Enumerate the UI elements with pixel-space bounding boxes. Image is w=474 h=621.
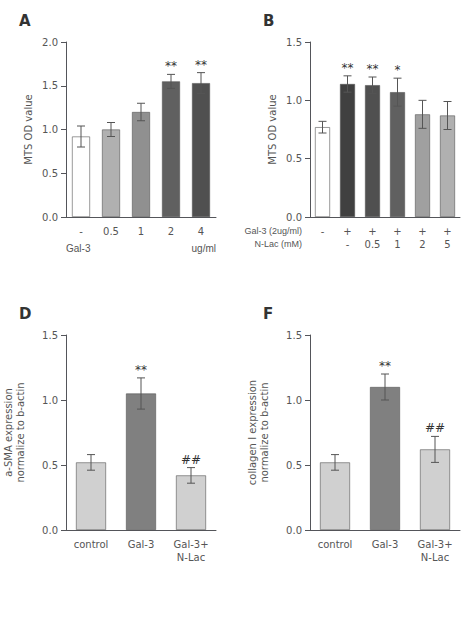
svg-text:a-SMA expression: a-SMA expression: [3, 388, 14, 477]
svg-text:0.0: 0.0: [286, 525, 302, 536]
svg-text:ug/ml: ug/ml: [192, 243, 216, 254]
svg-text:0.0: 0.0: [286, 212, 302, 223]
svg-text:4: 4: [198, 226, 204, 237]
svg-text:1: 1: [138, 226, 144, 237]
svg-text:-: -: [321, 226, 325, 237]
svg-text:+: +: [418, 226, 426, 237]
svg-text:1.5: 1.5: [286, 37, 302, 48]
svg-text:Gal-3+: Gal-3+: [173, 539, 208, 550]
svg-text:2: 2: [419, 239, 425, 250]
svg-text:1.0: 1.0: [286, 95, 302, 106]
svg-text:D: D: [19, 305, 31, 323]
svg-text:0.0: 0.0: [42, 525, 58, 536]
svg-text:**: **: [135, 363, 147, 377]
svg-text:MTS OD value: MTS OD value: [23, 94, 34, 164]
svg-text:1.5: 1.5: [286, 330, 302, 341]
svg-text:*: *: [395, 63, 401, 77]
svg-text:2.0: 2.0: [42, 37, 58, 48]
svg-text:B: B: [263, 12, 274, 30]
svg-text:1.0: 1.0: [42, 124, 58, 135]
svg-text:Gal-3: Gal-3: [128, 539, 155, 550]
svg-text:1.0: 1.0: [42, 395, 58, 406]
svg-text:Gal-3 (2ug/ml): Gal-3 (2ug/ml): [244, 226, 302, 236]
svg-text:N-Lac (mM): N-Lac (mM): [255, 239, 303, 249]
svg-text:-: -: [79, 226, 83, 237]
svg-text:F: F: [263, 305, 273, 323]
svg-text:N-Lac: N-Lac: [421, 552, 449, 563]
svg-text:collagen I expression: collagen I expression: [247, 380, 258, 485]
svg-text:Gal-3: Gal-3: [66, 243, 91, 254]
svg-text:MTS OD value: MTS OD value: [267, 94, 278, 164]
svg-text:+: +: [343, 226, 351, 237]
svg-text:+: +: [368, 226, 376, 237]
svg-text:-: -: [346, 239, 350, 250]
svg-text:+: +: [393, 226, 401, 237]
svg-text:##: ##: [181, 453, 201, 467]
svg-text:**: **: [195, 58, 207, 72]
svg-text:0.5: 0.5: [42, 460, 58, 471]
svg-text:N-Lac: N-Lac: [177, 552, 205, 563]
svg-text:5: 5: [444, 239, 450, 250]
svg-text:control: control: [74, 539, 109, 550]
svg-text:1.5: 1.5: [42, 80, 58, 91]
svg-text:1: 1: [394, 239, 400, 250]
svg-text:control: control: [318, 539, 353, 550]
svg-text:##: ##: [425, 421, 445, 435]
svg-text:0.5: 0.5: [365, 239, 381, 250]
svg-text:**: **: [367, 62, 379, 76]
svg-text:0.5: 0.5: [103, 226, 119, 237]
svg-text:**: **: [379, 359, 391, 373]
svg-text:1.0: 1.0: [286, 395, 302, 406]
svg-text:Gal-3+: Gal-3+: [417, 539, 452, 550]
svg-text:Gal-3: Gal-3: [372, 539, 399, 550]
svg-text:**: **: [342, 61, 354, 75]
svg-text:0.0: 0.0: [42, 212, 58, 223]
svg-text:normalize to b-actin: normalize to b-actin: [259, 382, 270, 482]
svg-text:1.5: 1.5: [42, 330, 58, 341]
svg-text:**: **: [165, 59, 177, 73]
svg-text:2: 2: [168, 226, 174, 237]
svg-text:A: A: [19, 12, 31, 30]
svg-text:+: +: [443, 226, 451, 237]
svg-text:0.5: 0.5: [42, 168, 58, 179]
svg-text:0.5: 0.5: [286, 153, 302, 164]
svg-text:normalize to b-actin: normalize to b-actin: [15, 382, 26, 482]
svg-text:0.5: 0.5: [286, 460, 302, 471]
